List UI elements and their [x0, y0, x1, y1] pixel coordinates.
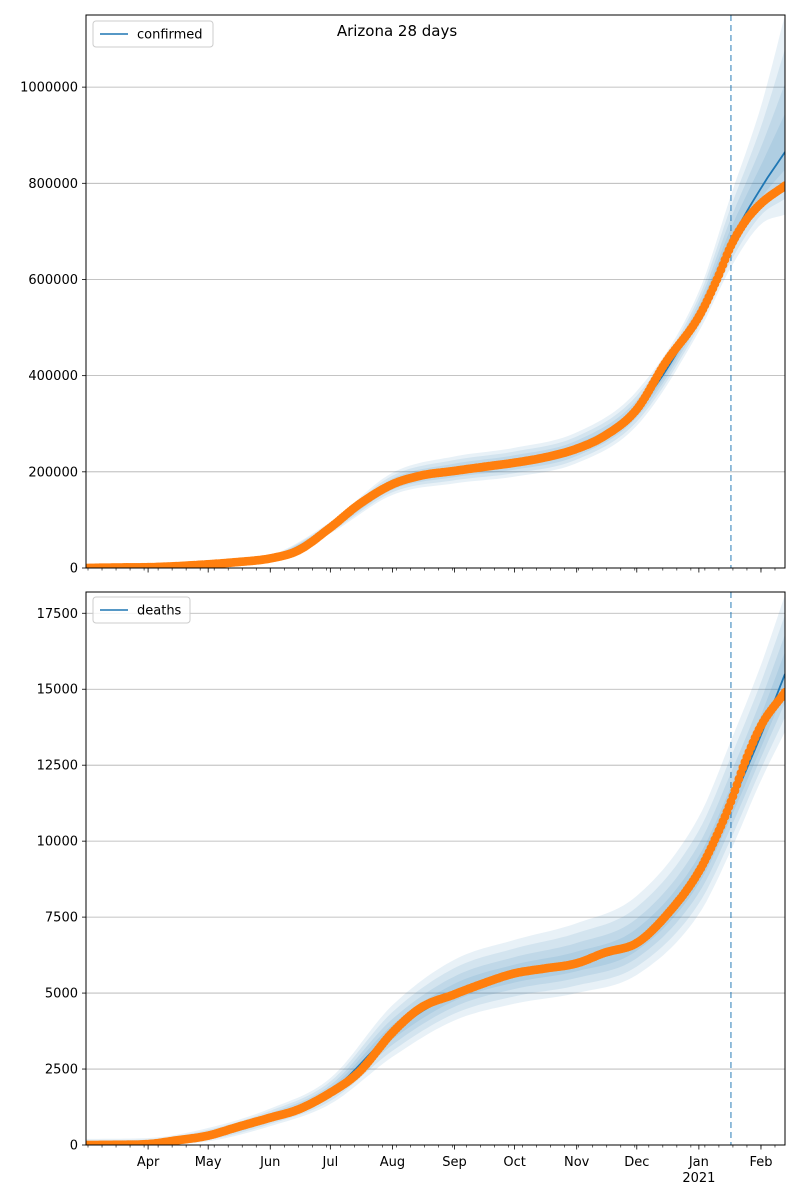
confirmed-panel: 0 200000 400000 600000 800000 1000000 confirm…: [20, 14, 786, 577]
deaths-y-tick-label: 17500: [37, 607, 78, 622]
deaths-x-year-label: 2021: [682, 1171, 715, 1186]
deaths-x-axis: Apr May Jun Jul Aug Sep Oct Nov Dec Jan Feb 2021: [87, 1145, 776, 1186]
confirmed-observed-points: [86, 181, 785, 568]
deaths-legend: deaths: [92, 596, 191, 624]
deaths-y-tick-label: 2500: [45, 1063, 78, 1078]
confirmed-y-axis: 0 200000 400000 600000 800000 1000000: [20, 81, 86, 577]
deaths-y-tick-label: 5000: [45, 987, 78, 1002]
deaths-y-tick-label: 15000: [37, 683, 78, 698]
deaths-legend-label: deaths: [137, 604, 182, 619]
deaths-y-axis: 0 2500 5000 7500 10000 12500 15000 17500: [37, 607, 86, 1154]
deaths-x-tick-label: Dec: [624, 1155, 649, 1170]
confirmed-legend-label: confirmed: [137, 28, 203, 43]
deaths-x-tick-label: Nov: [564, 1155, 590, 1170]
deaths-observed-points: [86, 687, 785, 1145]
deaths-panel: 0 2500 5000 7500 10000 12500 15000 17500 Apr May…: [37, 591, 786, 1186]
confirmed-legend: confirmed: [92, 20, 214, 48]
deaths-observed-point: [780, 687, 785, 697]
confirmed-observed-point: [780, 181, 785, 191]
chart-title: Arizona 28 days: [337, 22, 458, 40]
deaths-x-tick-label: Jan: [688, 1155, 709, 1170]
deaths-legend-box: [92, 596, 191, 624]
confirmed-y-tick-label: 1000000: [20, 81, 78, 96]
deaths-x-tick-label: Jun: [259, 1155, 280, 1170]
confirmed-legend-box: [92, 20, 214, 48]
deaths-axes-frame: [85, 591, 786, 1146]
confirmed-y-tick-label: 200000: [28, 465, 78, 480]
deaths-x-tick-label: Oct: [503, 1155, 525, 1170]
deaths-x-tick-label: Aug: [380, 1155, 405, 1170]
confirmed-band-1: [86, 49, 785, 568]
deaths-x-tick-label: Sep: [442, 1155, 467, 1170]
deaths-x-tick-label: Apr: [137, 1155, 160, 1170]
confirmed-y-tick-label: 600000: [28, 273, 78, 288]
deaths-y-tick-label: 0: [70, 1139, 78, 1154]
deaths-x-tick-label: May: [195, 1155, 222, 1170]
deaths-y-tick-label: 7500: [45, 911, 78, 926]
confirmed-y-tick-label: 400000: [28, 369, 78, 384]
confirmed-y-tick-label: 0: [70, 562, 78, 577]
confirmed-y-tick-label: 800000: [28, 177, 78, 192]
deaths-x-tick-label: Jul: [322, 1155, 339, 1170]
deaths-y-tick-label: 10000: [37, 835, 78, 850]
deaths-y-tick-label: 12500: [37, 759, 78, 774]
confirmed-axes-frame: [85, 14, 786, 569]
deaths-x-tick-label: Feb: [749, 1155, 772, 1170]
confirmed-x-axis: [87, 568, 776, 573]
